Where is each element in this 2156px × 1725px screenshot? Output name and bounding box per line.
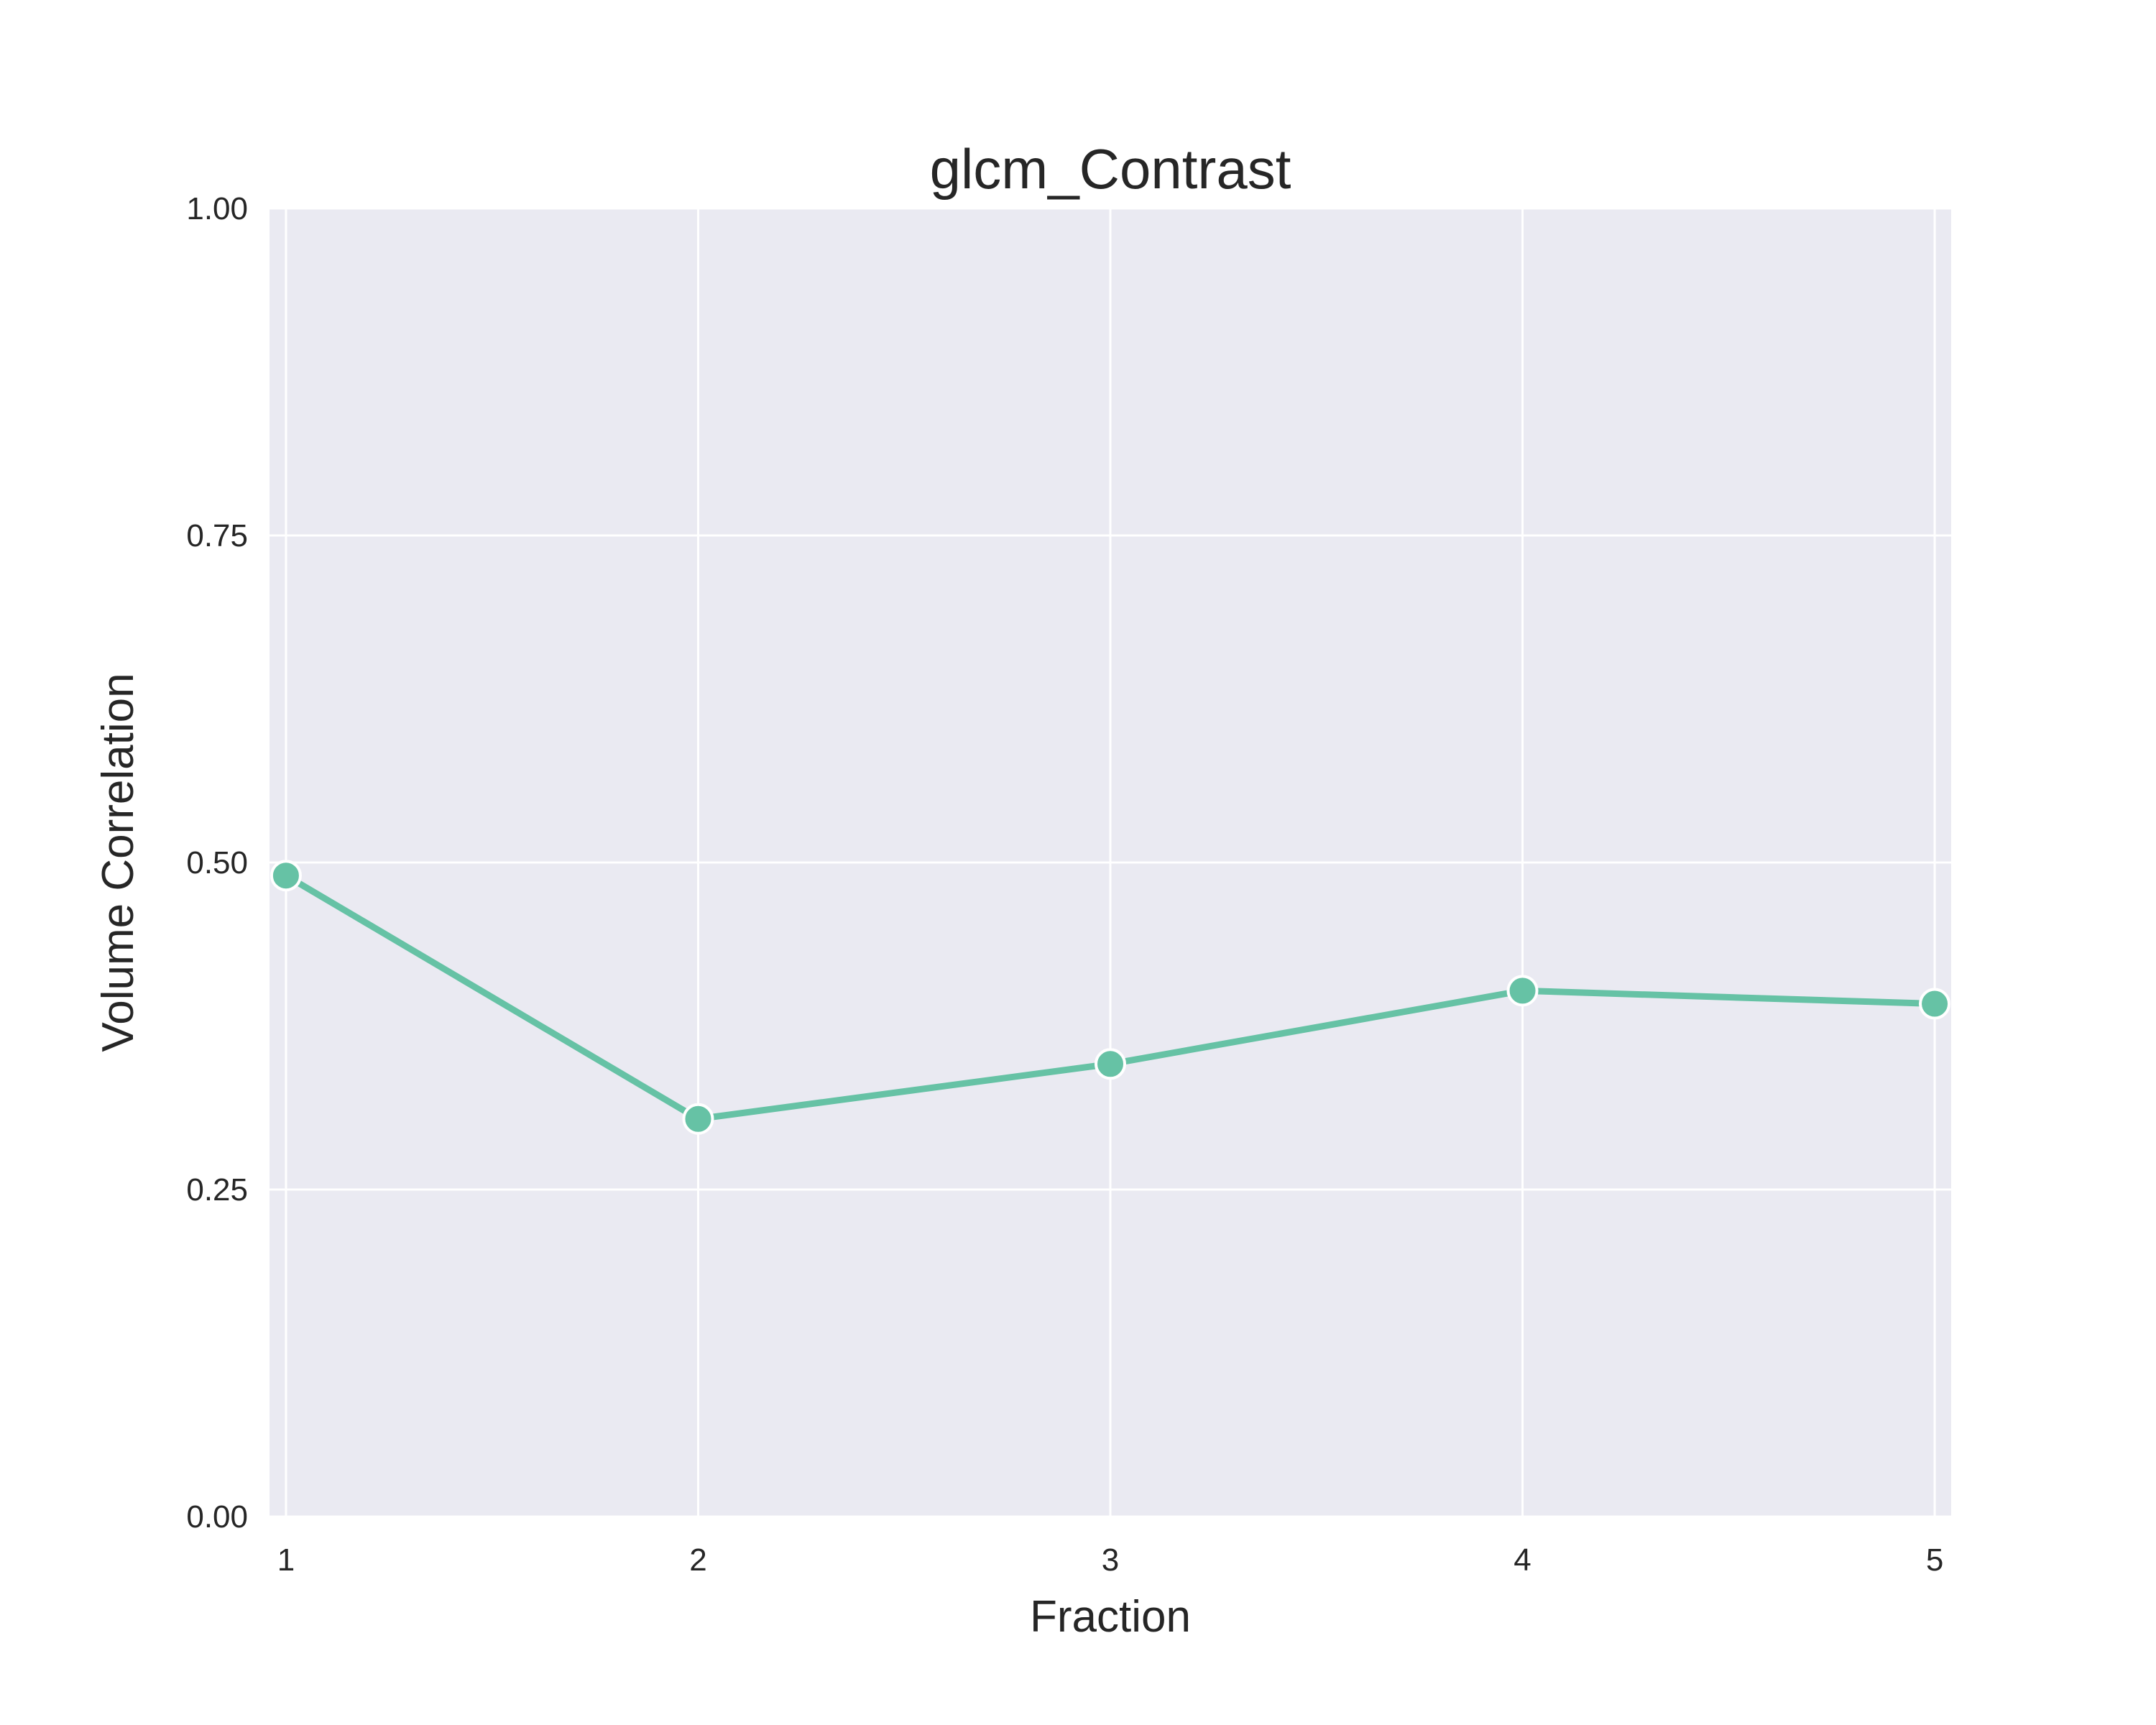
y-axis-label: Volume Correlation [93,673,143,1052]
x-tick-label: 4 [1514,1542,1531,1578]
x-tick-label: 3 [1102,1542,1119,1578]
x-axis-label: Fraction [1030,1592,1191,1642]
tick-labels: 0.00 0.25 0.50 0.75 1.00 1 2 3 4 5 [186,191,1943,1578]
data-point [1506,975,1539,1007]
y-tick-label: 1.00 [186,191,248,226]
chart-title: glcm_Contrast [930,137,1291,201]
y-tick-label: 0.00 [186,1499,248,1535]
data-point [1095,1048,1126,1080]
series [270,860,1951,1135]
data-point [1919,988,1951,1020]
x-tick-label: 2 [689,1542,706,1578]
y-tick-label: 0.50 [186,845,248,880]
data-point [270,860,302,892]
y-tick-label: 0.75 [186,518,248,553]
x-tick-label: 1 [277,1542,295,1578]
y-tick-label: 0.25 [186,1172,248,1208]
data-point [682,1103,714,1135]
grid [270,207,1951,1518]
x-tick-label: 5 [1926,1542,1943,1578]
